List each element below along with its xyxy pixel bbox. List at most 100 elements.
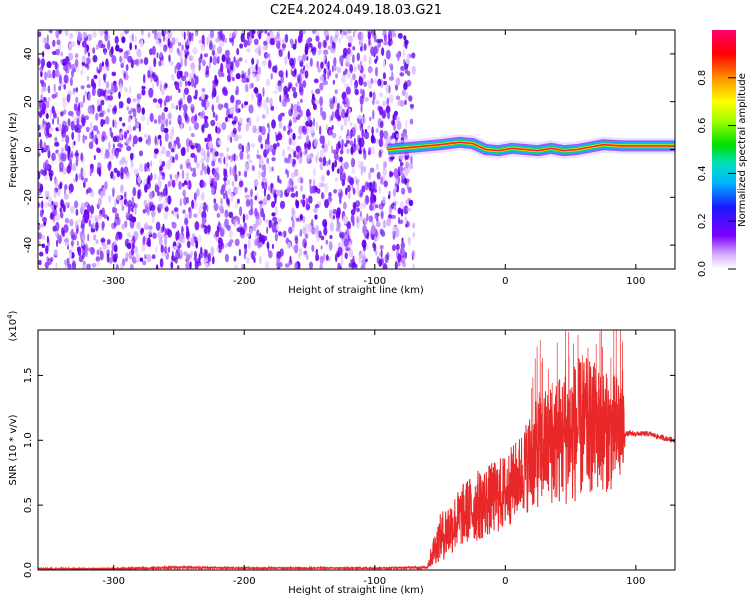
noise-speckle: [336, 66, 342, 74]
noise-speckle: [369, 167, 375, 173]
noise-speckle: [275, 206, 278, 216]
noise-speckle: [250, 205, 253, 213]
noise-speckle: [291, 86, 297, 92]
noise-speckle: [211, 90, 215, 97]
noise-speckle: [201, 162, 205, 172]
noise-speckle: [90, 193, 95, 198]
noise-speckle: [190, 250, 194, 256]
noise-speckle: [281, 43, 287, 49]
noise-speckle: [118, 101, 121, 110]
noise-speckle: [313, 138, 319, 148]
noise-speckle: [108, 257, 113, 264]
x-tick-label: 100: [626, 276, 645, 287]
noise-speckle: [124, 191, 127, 199]
noise-speckle: [402, 48, 406, 57]
noise-speckle: [341, 138, 344, 147]
noise-speckle: [170, 103, 175, 110]
noise-speckle: [172, 156, 175, 164]
noise-speckle: [315, 248, 319, 255]
noise-speckle: [378, 184, 381, 195]
noise-speckle: [55, 48, 60, 56]
noise-speckle: [203, 150, 206, 161]
noise-speckle: [231, 76, 235, 82]
noise-speckle: [343, 116, 348, 127]
noise-speckle: [41, 81, 44, 87]
noise-speckle: [233, 218, 237, 227]
noise-speckle: [412, 263, 415, 269]
noise-speckle: [267, 35, 272, 41]
noise-speckle: [295, 190, 299, 198]
noise-speckle: [75, 87, 79, 93]
noise-speckle: [334, 109, 340, 120]
noise-speckle: [357, 114, 363, 120]
noise-speckle: [193, 95, 198, 100]
noise-speckle: [41, 63, 44, 70]
noise-speckle: [310, 45, 314, 53]
noise-speckle: [257, 45, 262, 50]
noise-speckle: [405, 57, 411, 65]
noise-speckle: [181, 225, 184, 234]
noise-speckle: [132, 126, 136, 131]
noise-speckle: [198, 39, 203, 44]
noise-speckle: [254, 47, 259, 54]
noise-speckle: [392, 113, 395, 123]
noise-speckle: [302, 54, 306, 62]
noise-speckle: [132, 187, 137, 197]
noise-speckle: [193, 213, 198, 218]
noise-speckle: [287, 181, 290, 188]
noise-speckle: [379, 252, 382, 257]
noise-speckle: [319, 149, 324, 156]
noise-speckle: [253, 38, 259, 46]
noise-speckle: [231, 113, 234, 120]
noise-speckle: [92, 222, 95, 230]
noise-speckle: [97, 69, 101, 74]
y-tick-label: 1.0: [23, 432, 34, 448]
noise-speckle: [38, 232, 43, 240]
noise-speckle: [316, 60, 320, 69]
noise-speckle: [241, 73, 245, 80]
noise-speckle: [342, 70, 346, 76]
noise-speckle: [206, 224, 211, 235]
noise-speckle: [253, 87, 259, 94]
noise-speckle: [71, 261, 77, 269]
noise-speckle: [382, 100, 387, 107]
noise-speckle: [376, 171, 381, 180]
noise-speckle: [188, 236, 191, 242]
x-tick-label: 100: [626, 576, 645, 587]
noise-speckle: [359, 189, 364, 196]
noise-speckle: [186, 162, 191, 170]
noise-speckle: [153, 74, 159, 83]
noise-speckle: [331, 162, 335, 172]
noise-speckle: [370, 224, 376, 234]
noise-speckle: [258, 233, 263, 240]
noise-speckle: [75, 208, 79, 216]
noise-speckle: [288, 226, 293, 234]
noise-speckle: [401, 179, 405, 184]
noise-speckle: [342, 172, 346, 182]
noise-speckle: [183, 251, 187, 256]
noise-speckle: [404, 133, 408, 140]
noise-speckle: [239, 43, 244, 49]
noise-speckle: [182, 104, 188, 112]
noise-speckle: [212, 55, 218, 66]
noise-speckle: [238, 171, 241, 176]
noise-speckle: [306, 254, 309, 260]
noise-speckle: [279, 179, 282, 184]
noise-speckle: [181, 44, 184, 51]
noise-speckle: [159, 166, 164, 172]
noise-speckle: [355, 143, 360, 151]
noise-speckle: [287, 241, 292, 249]
noise-speckle: [201, 124, 204, 132]
colorbar-tick-label: 0.4: [697, 165, 708, 181]
noise-speckle: [64, 217, 70, 224]
noise-speckle: [222, 192, 226, 200]
noise-speckle: [62, 230, 66, 238]
noise-speckle: [153, 57, 157, 68]
noise-speckle: [256, 154, 262, 160]
noise-speckle: [101, 61, 105, 67]
noise-speckle: [66, 93, 71, 103]
noise-speckle: [341, 254, 344, 259]
noise-speckle: [406, 221, 410, 228]
noise-speckle: [209, 40, 213, 50]
noise-speckle: [108, 141, 111, 151]
